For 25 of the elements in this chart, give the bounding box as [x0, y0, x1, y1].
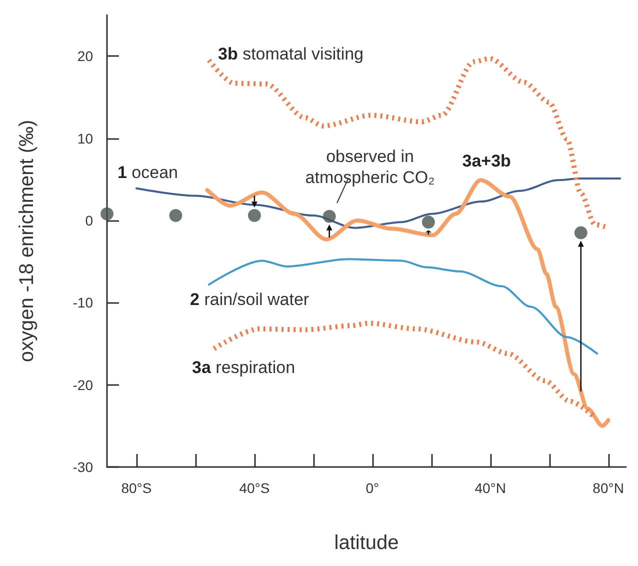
y-tick-label: -10: [72, 294, 94, 311]
y-tick-label: -20: [72, 376, 94, 393]
x-tick-label: 80°N: [592, 480, 624, 496]
y-tick-label: 20: [77, 48, 94, 64]
series-label: 2 rain/soil water: [190, 290, 310, 310]
x-tick-label: 40°S: [239, 480, 270, 496]
x-tick-label: 0°: [366, 480, 380, 496]
y-axis-title: oxygen -18 enrichment (‰): [16, 120, 38, 362]
y-tick-label: 10: [77, 130, 94, 146]
point: [322, 210, 336, 223]
series-label: 3b stomatal visiting: [218, 44, 364, 64]
y-tick-label: 0: [85, 212, 94, 228]
point: [100, 207, 114, 220]
series-label: 3a respiration: [192, 358, 296, 378]
y-tick-label: -30: [72, 459, 94, 475]
point: [169, 209, 182, 222]
x-tick-label: 40°N: [474, 480, 506, 496]
annotation: observed in atmospheric CO₂: [305, 147, 435, 187]
point: [248, 209, 261, 222]
series-label: 1 ocean: [117, 162, 178, 182]
point: [574, 226, 588, 240]
series-label: 3a+3b: [462, 152, 511, 171]
x-tick-label: 80°S: [121, 480, 152, 496]
x-axis-title: latitude: [334, 532, 399, 554]
point: [422, 216, 435, 229]
